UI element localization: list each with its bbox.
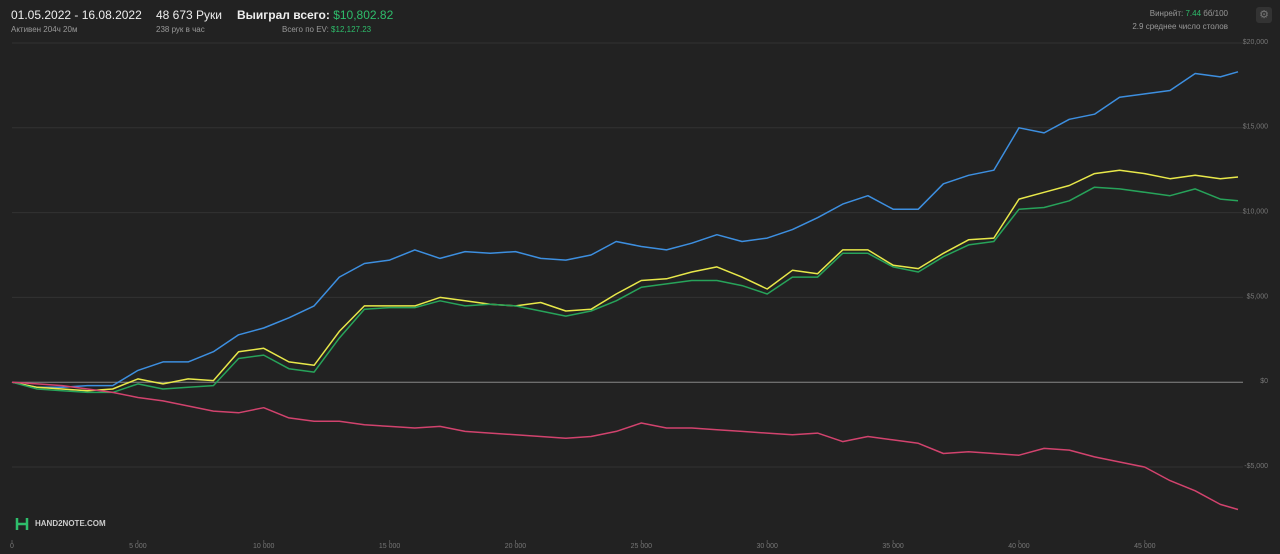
tables: 2.9 среднее число столов (1132, 22, 1228, 31)
x-tick-label: 35 000 (882, 543, 904, 550)
x-tick-label: 45 000 (1134, 543, 1156, 550)
won: Выиграл всего: $10,802.82 (237, 8, 393, 22)
y-tick-label: $10,000 (1243, 208, 1268, 215)
y-tick-label: $0 (1260, 378, 1268, 385)
x-tick-label: 5 000 (129, 543, 147, 550)
winrate-unit: бб/100 (1203, 9, 1228, 18)
period: 01.05.2022 - 16.08.2022 (11, 8, 142, 22)
series-line (11, 169, 1239, 392)
won-value: $10,802.82 (333, 8, 394, 22)
winrate: Винрейт: 7.44 бб/100 (1150, 9, 1228, 18)
x-tick-label: 25 000 (631, 543, 653, 550)
x-tick-label: 40 000 (1008, 543, 1030, 550)
hands: 48 673 Руки (156, 8, 222, 22)
x-tick-label: 0 (10, 543, 14, 550)
y-tick-label: -$5,000 (1244, 463, 1268, 470)
series-line (11, 71, 1239, 389)
y-tick-label: $15,000 (1243, 124, 1268, 131)
logo-icon (15, 518, 29, 530)
y-tick-label: $20,000 (1243, 39, 1268, 46)
x-tick-label: 30 000 (757, 543, 779, 550)
hands-per-hour: 238 рук в час (156, 25, 205, 34)
series-line (11, 381, 1239, 511)
winrate-value: 7.44 (1185, 9, 1202, 18)
x-tick-label: 15 000 (379, 543, 401, 550)
ev-value: $12,127.23 (331, 25, 372, 34)
x-tick-label: 10 000 (253, 543, 275, 550)
logo: HAND2NOTE.COM (35, 519, 106, 528)
ev: Всего по EV: $12,127.23 (282, 25, 371, 34)
y-tick-label: $5,000 (1247, 293, 1269, 300)
active-time: Активен 204ч 20м (11, 25, 78, 34)
winrate-label: Винрейт: (1149, 9, 1184, 18)
series-line (11, 186, 1239, 394)
ev-label: Всего по EV: (282, 25, 329, 34)
settings-button[interactable]: ⚙ (1256, 7, 1272, 23)
x-tick-label: 20 000 (505, 543, 527, 550)
won-label: Выиграл всего: (237, 8, 330, 22)
